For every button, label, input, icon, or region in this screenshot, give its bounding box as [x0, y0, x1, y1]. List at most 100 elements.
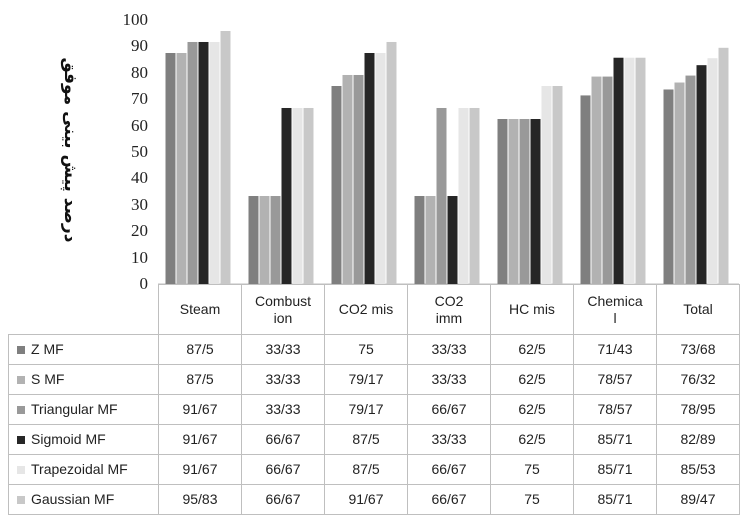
legend-swatch	[17, 466, 25, 475]
data-label: 33/33	[241, 364, 325, 395]
bar-co2-imm-trapezoidal-mf	[458, 107, 469, 284]
data-label: 87/5	[324, 424, 408, 455]
data-label: 79/17	[324, 394, 408, 425]
legend-swatch	[17, 496, 25, 505]
bar-hc-mis-triangular-mf	[519, 119, 530, 284]
data-label: 75	[324, 334, 408, 365]
bar-co2-imm-s-mf	[425, 196, 436, 284]
y-axis-label: درصد پیش بینی موفق	[60, 57, 80, 243]
data-label: 62/5	[490, 334, 574, 365]
legend-swatch	[17, 346, 25, 355]
bar-co2-imm-z-mf	[414, 196, 425, 284]
bar-total-gaussian-mf	[718, 47, 729, 285]
y-tick-label: 90	[131, 36, 148, 56]
data-label: 62/5	[490, 394, 574, 425]
data-label: 78/95	[656, 394, 740, 425]
category-label: Steam	[158, 284, 242, 335]
bar-steam-sigmoid-mf	[198, 41, 209, 285]
category-label: CO2 imm	[407, 284, 491, 335]
bar-combustion-s-mf	[259, 196, 270, 284]
category-label: CO2 mis	[324, 284, 408, 335]
y-tick-label: 100	[122, 10, 149, 29]
bar-combustion-sigmoid-mf	[281, 107, 292, 284]
bar-co2-mis-z-mf	[331, 86, 342, 284]
category-label: HC mis	[490, 284, 574, 335]
data-label: 91/67	[158, 394, 242, 425]
bar-chemical-s-mf	[591, 76, 602, 285]
bar-co2-mis-sigmoid-mf	[364, 53, 375, 284]
table-row: Z MF 87/5 33/33 75 33/33 62/5 71/43 73/68	[8, 334, 740, 365]
bar-chemical-gaussian-mf	[635, 57, 646, 284]
data-label: 66/67	[407, 484, 491, 515]
data-label: 66/67	[241, 454, 325, 485]
legend-entry: Trapezoidal MF	[8, 454, 159, 485]
bar-co2-imm-triangular-mf	[436, 107, 447, 284]
table-row: S MF 87/5 33/33 79/17 33/33 62/5 78/57 76/32	[8, 364, 740, 395]
bar-steam-s-mf	[176, 53, 187, 284]
data-label: 78/57	[573, 364, 657, 395]
y-tick-label: 20	[131, 221, 148, 241]
bar-chemical-z-mf	[580, 95, 591, 284]
bar-hc-mis-z-mf	[497, 119, 508, 284]
data-label: 66/67	[241, 424, 325, 455]
data-label: 87/5	[158, 364, 242, 395]
data-label: 89/47	[656, 484, 740, 515]
bar-combustion-trapezoidal-mf	[292, 107, 303, 284]
data-label: 85/71	[573, 484, 657, 515]
data-label: 33/33	[241, 394, 325, 425]
data-label: 33/33	[407, 364, 491, 395]
y-tick-label: 30	[131, 194, 148, 214]
bar-total-z-mf	[663, 89, 674, 284]
data-label: 78/57	[573, 394, 657, 425]
bar-hc-mis-trapezoidal-mf	[541, 86, 552, 284]
legend-entry: Gaussian MF	[8, 484, 159, 515]
legend-entry: Sigmoid MF	[8, 424, 159, 455]
y-tick-label: 80	[131, 62, 148, 82]
bar-co2-imm-sigmoid-mf	[447, 196, 458, 284]
y-tick-label: 40	[131, 168, 148, 188]
data-label: 82/89	[656, 424, 740, 455]
legend-swatch	[17, 436, 25, 445]
bar-co2-mis-gaussian-mf	[386, 41, 397, 285]
category-label: Chemica l	[573, 284, 657, 335]
table-row: Trapezoidal MF 91/67 66/67 87/5 66/67 75 85/71…	[8, 454, 740, 485]
bar-co2-mis-s-mf	[342, 74, 353, 284]
y-tick-label: 60	[131, 115, 148, 135]
bar-combustion-z-mf	[248, 196, 259, 284]
legend-entry: Triangular MF	[8, 394, 159, 425]
data-label: 71/43	[573, 334, 657, 365]
table-row: Triangular MF 91/67 33/33 79/17 66/67 62/5 78/…	[8, 394, 740, 425]
bar-co2-imm-gaussian-mf	[469, 107, 480, 284]
table-row: Sigmoid MF 91/67 66/67 87/5 33/33 62/5 85/71 82…	[8, 424, 740, 455]
bar-total-triangular-mf	[685, 75, 696, 285]
bar-total-trapezoidal-mf	[707, 58, 718, 284]
data-label: 79/17	[324, 364, 408, 395]
y-tick-label: 50	[131, 142, 148, 161]
data-label: 66/67	[241, 484, 325, 515]
bar-steam-triangular-mf	[187, 41, 198, 285]
category-label: Combust ion	[241, 284, 325, 335]
data-label: 91/67	[158, 424, 242, 455]
data-label: 66/67	[407, 394, 491, 425]
data-table: Steam Combust ion CO2 mis CO2 imm HC mis Chemic…	[8, 284, 740, 515]
bar-hc-mis-gaussian-mf	[552, 86, 563, 284]
bar-chemical-trapezoidal-mf	[624, 57, 635, 284]
data-label: 85/71	[573, 454, 657, 485]
y-tick-label: 70	[131, 89, 148, 109]
legend-entry: S MF	[8, 364, 159, 395]
bar-hc-mis-sigmoid-mf	[530, 119, 541, 284]
data-label: 66/67	[407, 454, 491, 485]
data-label: 75	[490, 484, 574, 515]
data-label: 33/33	[407, 424, 491, 455]
legend-swatch	[17, 376, 25, 385]
data-label: 95/83	[158, 484, 242, 515]
data-label: 62/5	[490, 424, 574, 455]
table-corner	[8, 284, 159, 335]
bar-steam-z-mf	[165, 53, 176, 284]
bar-combustion-triangular-mf	[270, 196, 281, 284]
bar-chemical-triangular-mf	[602, 76, 613, 285]
data-label: 75	[490, 454, 574, 485]
data-label: 33/33	[241, 334, 325, 365]
bar-steam-trapezoidal-mf	[209, 41, 220, 285]
